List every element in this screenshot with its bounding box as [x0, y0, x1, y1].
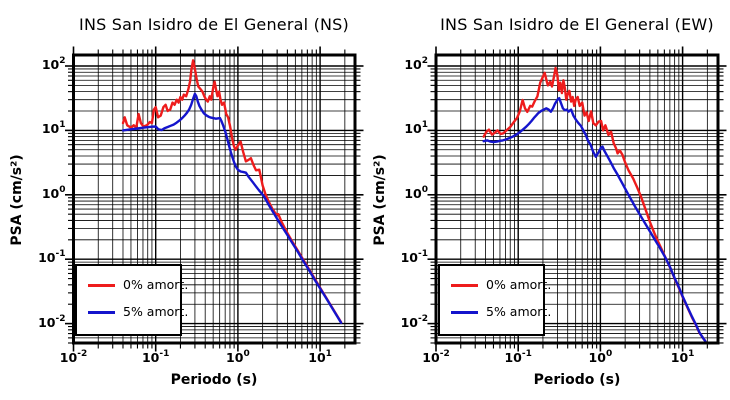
y-tick-label-ew: 10-2 — [400, 313, 428, 330]
curve-0pct-ew — [482, 66, 707, 343]
x-tick-label-ew: 101 — [670, 349, 695, 366]
plot-frame-ns — [72, 53, 357, 345]
y-tick-label-ns: 102 — [41, 56, 66, 73]
y-tick-label-ew: 10-1 — [400, 249, 428, 266]
x-tick-label-ns: 101 — [308, 349, 332, 366]
x-tick-label-ns: 10-2 — [59, 349, 88, 366]
x-tick-label-ew: 100 — [588, 349, 613, 366]
x-tick-label-ew: 10-1 — [504, 349, 532, 366]
x-tick-label-ew: 10-2 — [422, 349, 450, 366]
y-tick-label-ns: 10-1 — [38, 249, 66, 266]
legend-line-0pct-ns — [88, 284, 115, 287]
curve-5pct-ew — [482, 97, 707, 343]
x-axis-label-ns: Periodo (s) — [170, 372, 258, 388]
plot-title-ew: INS San Isidro de El General (EW) — [440, 15, 714, 34]
y-tick-label-ns: 101 — [41, 120, 66, 137]
y-tick-label-ew: 102 — [404, 56, 428, 73]
plot-title-ns: INS San Isidro de El General (NS) — [79, 15, 349, 34]
y-tick-label-ew: 101 — [404, 120, 428, 137]
y-tick-label-ew: 100 — [404, 184, 428, 201]
x-tick-label-ns: 10-1 — [141, 349, 170, 366]
x-axis-label-ew: Periodo (s) — [533, 372, 621, 388]
legend-label-0pct-ns: 0% amort. — [123, 277, 189, 292]
y-tick-label-ns: 10-2 — [38, 313, 66, 330]
legend-ns: 0% amort. 5% amort. — [75, 264, 188, 336]
plot-frame-ew — [434, 53, 720, 345]
legend-line-5pct-ew — [451, 311, 478, 314]
legend-label-0pct-ew: 0% amort. — [486, 277, 552, 292]
legend-line-0pct-ew — [451, 284, 478, 287]
curve-5pct-ns — [121, 92, 343, 324]
legend-label-5pct-ns: 5% amort. — [123, 304, 189, 319]
curve-0pct-ns — [121, 59, 343, 324]
y-tick-label-ns: 100 — [41, 184, 66, 201]
legend-line-5pct-ns — [88, 311, 115, 314]
legend-ew: 0% amort. 5% amort. — [438, 264, 551, 336]
legend-label-5pct-ew: 5% amort. — [486, 304, 552, 319]
x-tick-label-ns: 100 — [226, 349, 250, 366]
